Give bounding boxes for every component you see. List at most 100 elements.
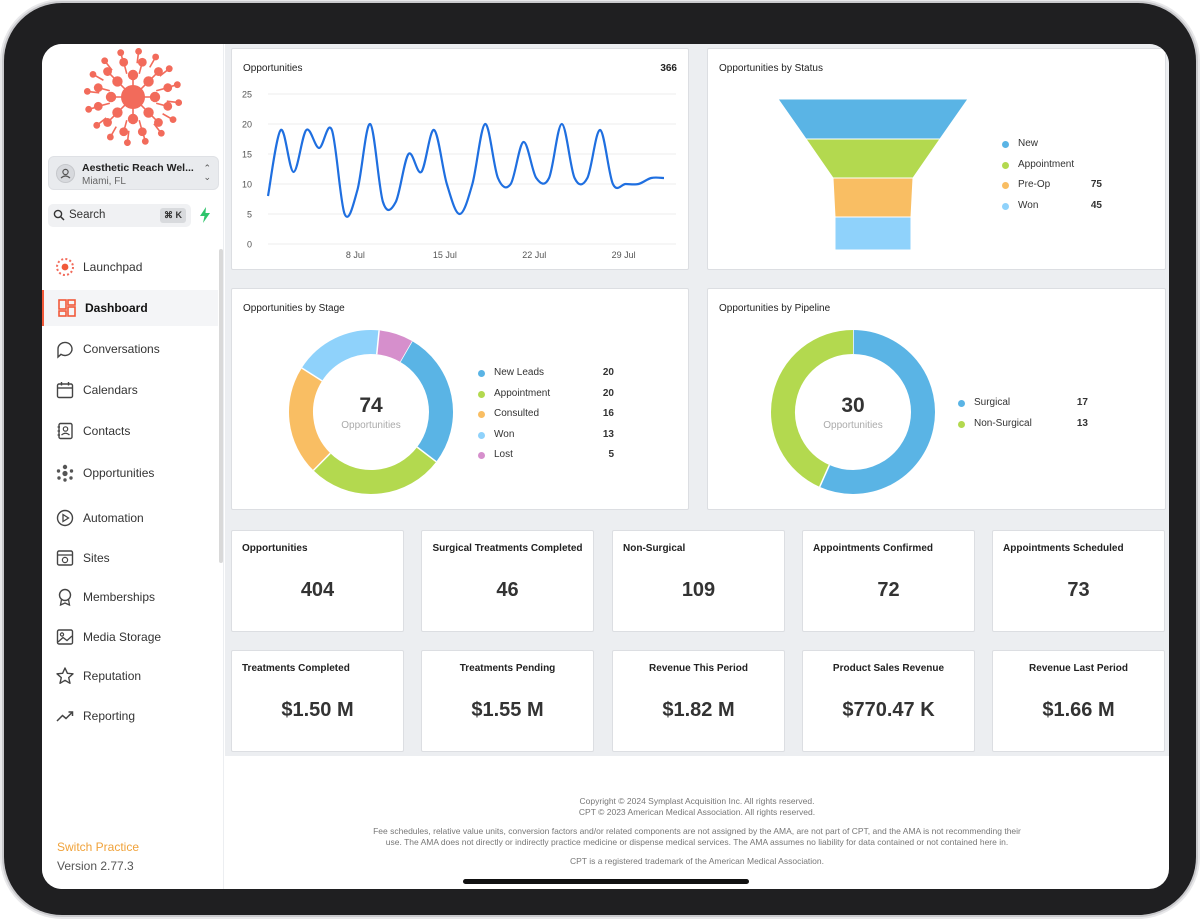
sidebar-item-memberships[interactable]: Memberships	[42, 579, 218, 615]
legend-swatch	[478, 452, 485, 459]
legend-label: Consulted	[494, 408, 540, 419]
search-bar[interactable]: Search ⌘ K	[48, 204, 191, 227]
switch-practice-link[interactable]: Switch Practice	[57, 840, 140, 854]
sidebar-item-label: Conversations	[83, 342, 160, 356]
stat-card[interactable]: Non-Surgical 109	[612, 530, 785, 632]
card-title: Opportunities by Status	[719, 63, 823, 74]
stat-card[interactable]: Appointments Scheduled 73	[992, 530, 1165, 632]
legend-item[interactable]: New	[1002, 138, 1112, 159]
donut-slice[interactable]	[313, 446, 437, 494]
card-title: Opportunities by Stage	[243, 303, 345, 314]
ama-disclaimer-line: Fee schedules, relative value units, con…	[373, 826, 1021, 836]
stat-value: $1.55 M	[471, 699, 544, 721]
legend-item[interactable]: Won 45	[1002, 200, 1112, 221]
funnel-segment[interactable]	[805, 138, 941, 179]
stat-card[interactable]: Opportunities 404	[231, 530, 404, 632]
stage-legend: New Leads 20 Appointment 20 Consulted 16 Won 13…	[478, 367, 628, 470]
donut-slice[interactable]	[819, 330, 935, 494]
stat-card[interactable]: Appointments Confirmed 72	[802, 530, 975, 632]
donut-slice[interactable]	[771, 330, 854, 487]
legend-item[interactable]: Surgical 17	[958, 397, 1098, 418]
legend-label: Won	[494, 428, 515, 440]
donut-slice[interactable]	[399, 340, 453, 462]
donut-slice[interactable]	[301, 330, 380, 382]
cpt-copyright-line: CPT © 2023 American Medical Association.…	[578, 806, 816, 817]
sidebar-item-reputation[interactable]: Reputation	[42, 658, 218, 694]
legend-label: Appointment	[494, 387, 551, 399]
funnel-segment[interactable]	[834, 216, 912, 251]
y-tick-label: 25	[242, 90, 252, 100]
automation-icon	[55, 508, 75, 528]
stat-card[interactable]: Surgical Treatments Completed 46	[421, 530, 594, 632]
practice-logo	[84, 48, 182, 146]
stat-card[interactable]: Revenue Last Period $1.66 M	[992, 650, 1165, 752]
stat-title: Appointments Scheduled	[1003, 543, 1124, 554]
donut-slice[interactable]	[376, 330, 412, 363]
opportunities-icon	[55, 463, 75, 483]
donut-slice[interactable]	[289, 368, 331, 471]
practice-name: Aesthetic Reach Wel...	[82, 162, 194, 174]
legend-item[interactable]: Pre-Op 75	[1002, 179, 1112, 200]
sidebar-item-contacts[interactable]: Contacts	[42, 413, 218, 449]
sidebar-item-label: Launchpad	[83, 260, 143, 274]
sidebar-item-calendars[interactable]: Calendars	[42, 372, 218, 408]
sidebar-item-reporting[interactable]: Reporting	[42, 698, 218, 734]
tablet-frame: Aesthetic Reach Wel... Miami, FL ⌃ ⌄ Sear…	[4, 3, 1196, 915]
stat-card[interactable]: Treatments Completed $1.50 M	[231, 650, 404, 752]
stat-value: 46	[496, 579, 519, 601]
sidebar-item-conversations[interactable]: Conversations	[42, 331, 218, 367]
search-label: Search	[69, 209, 106, 221]
legend-swatch	[478, 431, 485, 439]
sidebar-item-opportunities[interactable]: Opportunities	[42, 455, 218, 491]
series-line	[266, 122, 665, 218]
sidebar-item-dashboard[interactable]: Dashboard	[42, 290, 218, 326]
chevron-updown-icon: ⌃ ⌄	[203, 163, 211, 182]
sidebar-scrollbar[interactable]	[219, 249, 223, 563]
sidebar-item-media-storage[interactable]: Media Storage	[42, 619, 218, 655]
slice-separator	[312, 452, 331, 471]
x-tick-label: 29 Jul	[612, 250, 636, 260]
stat-card[interactable]: Treatments Pending $1.55 M	[421, 650, 594, 752]
legend-item[interactable]: Appointment 20	[478, 388, 628, 409]
legend-item[interactable]: Appointment	[1002, 159, 1112, 180]
practice-selector[interactable]: Aesthetic Reach Wel... Miami, FL ⌃ ⌄	[48, 156, 219, 190]
x-tick-label: 22 Jul	[522, 250, 546, 260]
funnel-segment[interactable]	[778, 99, 969, 140]
legend-item[interactable]: New Leads 20	[478, 367, 628, 388]
search-shortcut: ⌘ K	[160, 208, 186, 223]
x-tick-label: 8 Jul	[346, 250, 365, 260]
sidebar-item-label: Dashboard	[85, 301, 148, 315]
quick-action-icon[interactable]	[199, 207, 211, 223]
card-total: 366	[660, 63, 677, 74]
legend-item[interactable]: Won 13	[478, 429, 628, 450]
stat-title: Non-Surgical	[623, 543, 686, 554]
sidebar-item-label: Reputation	[83, 669, 142, 683]
practice-location: Miami, FL	[82, 176, 126, 187]
home-indicator[interactable]	[463, 879, 749, 884]
contacts-icon	[55, 421, 75, 441]
donut-center-label: Opportunities	[823, 420, 883, 431]
stat-title: Revenue This Period	[649, 663, 748, 674]
legend-swatch	[478, 370, 485, 377]
legend-item[interactable]: Consulted 16	[478, 408, 628, 429]
chat-icon	[55, 339, 75, 359]
sidebar-item-label: Media Storage	[83, 630, 162, 644]
sidebar-item-sites[interactable]: Sites	[42, 540, 218, 576]
legend-item[interactable]: Lost 5	[478, 449, 628, 470]
stat-card[interactable]: Revenue This Period $1.82 M	[612, 650, 785, 752]
sidebar-item-automation[interactable]: Automation	[42, 500, 218, 536]
search-icon	[53, 209, 65, 221]
stat-value: 109	[681, 579, 716, 601]
legend-item[interactable]: Non-Surgical 13	[958, 418, 1098, 439]
stat-card[interactable]: Product Sales Revenue $770.47 K	[802, 650, 975, 752]
x-tick-label: 15 Jul	[433, 250, 457, 260]
funnel-segment[interactable]	[832, 177, 914, 218]
legend-swatch	[958, 420, 965, 428]
sidebar-item-launchpad[interactable]: Launchpad	[42, 249, 218, 285]
donut-center-value: 30	[841, 394, 865, 417]
media-icon	[55, 627, 75, 647]
donut-center-value: 74	[359, 394, 383, 417]
sidebar-item-label: Automation	[83, 511, 144, 525]
stat-value: 73	[1067, 579, 1090, 601]
stat-value: $1.66 M	[1042, 699, 1115, 721]
